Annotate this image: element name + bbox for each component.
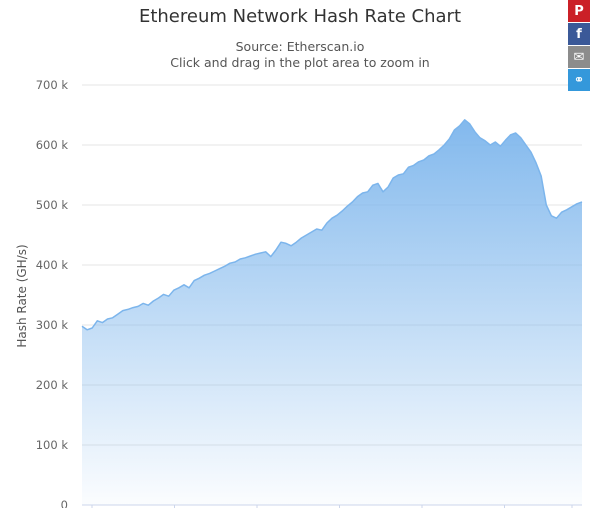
facebook-share-button[interactable]: f [568,23,590,45]
y-axis-ticks: 0 100 k 200 k 300 k 400 k 500 k 600 k 700 k [36,78,69,508]
y-tick-label: 0 [61,498,68,508]
pinterest-icon: P [574,3,584,19]
y-tick-label: 100 k [36,438,69,452]
y-axis-title: Hash Rate (GH/s) [15,244,29,347]
chart-subtitle-zoom-hint: Click and drag in the plot area to zoom … [170,55,430,70]
y-tick-label: 600 k [36,138,69,152]
y-tick-label: 500 k [36,198,69,212]
chart-subtitle-source: Source: Etherscan.io [235,39,365,54]
hash-rate-series[interactable] [81,119,583,506]
chart-title: Ethereum Network Hash Rate Chart [138,6,462,27]
share-bar: P f ✉ ⚭ [568,0,590,92]
hash-rate-line[interactable] [81,119,583,331]
y-tick-label: 300 k [36,318,69,332]
y-tick-label: 400 k [36,258,69,272]
email-icon: ✉ [573,49,585,65]
hash-rate-area-fill [82,119,582,506]
y-tick-label: 700 k [36,78,69,92]
copy-link-button[interactable]: ⚭ [568,69,590,91]
facebook-icon: f [576,26,582,42]
link-icon: ⚭ [573,72,585,88]
email-share-button[interactable]: ✉ [568,46,590,68]
pinterest-share-button[interactable]: P [568,0,590,22]
y-tick-label: 200 k [36,378,69,392]
